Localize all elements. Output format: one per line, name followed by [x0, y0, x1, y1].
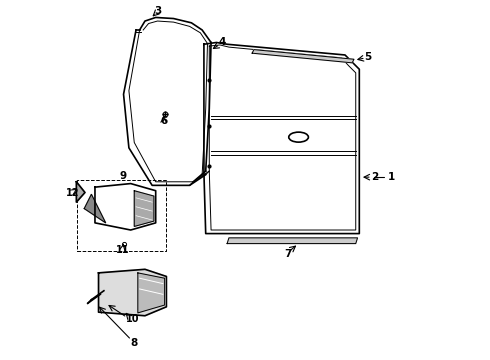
- Text: 8: 8: [131, 338, 138, 347]
- Text: 5: 5: [365, 52, 372, 62]
- Text: 7: 7: [284, 249, 292, 259]
- Text: 1: 1: [388, 172, 395, 182]
- Text: 9: 9: [119, 171, 126, 181]
- Text: 10: 10: [126, 314, 139, 324]
- Text: 11: 11: [116, 245, 129, 255]
- Text: 3: 3: [154, 6, 161, 17]
- Text: 2: 2: [371, 172, 378, 182]
- Polygon shape: [134, 191, 154, 226]
- Polygon shape: [98, 269, 167, 316]
- Text: 6: 6: [160, 116, 167, 126]
- Text: 12: 12: [66, 188, 79, 198]
- Polygon shape: [84, 194, 106, 223]
- Polygon shape: [252, 50, 354, 63]
- Polygon shape: [138, 273, 165, 313]
- Polygon shape: [227, 238, 358, 244]
- Polygon shape: [76, 182, 85, 202]
- Text: 4: 4: [218, 37, 225, 48]
